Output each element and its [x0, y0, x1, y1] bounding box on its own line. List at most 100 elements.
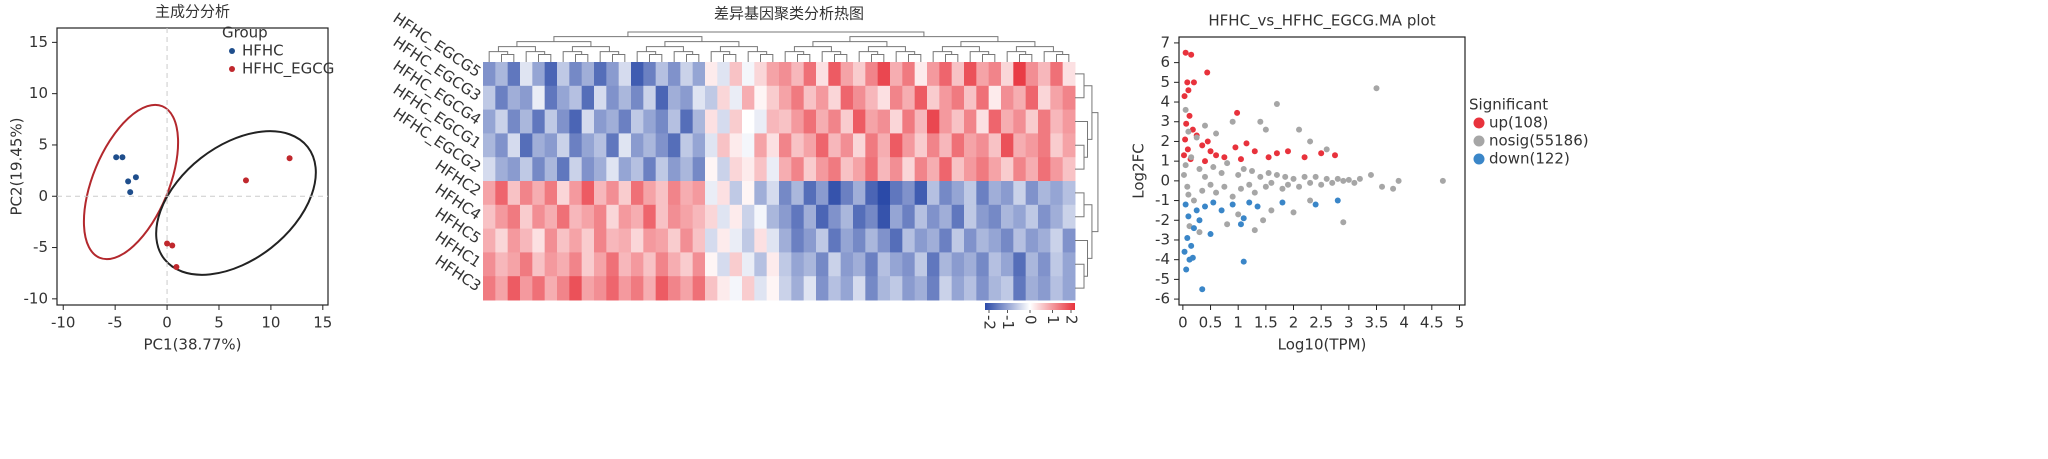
point — [1340, 219, 1347, 226]
heat-cell — [495, 157, 509, 182]
heat-cell — [754, 252, 768, 277]
x-tick-label: 2.5 — [1309, 314, 1333, 332]
heat-cell — [964, 62, 977, 87]
heat-cell — [717, 228, 731, 253]
point — [1182, 162, 1189, 169]
heat-cell — [976, 228, 990, 253]
dendrogram — [812, 41, 888, 47]
heat-cell — [668, 62, 681, 87]
heat-cell — [890, 133, 903, 158]
heat-cell — [914, 157, 928, 182]
heat-cell — [581, 157, 595, 182]
heat-cell — [1062, 181, 1076, 206]
heat-cell — [890, 109, 903, 134]
point — [1367, 171, 1374, 178]
heat-cell — [705, 62, 718, 87]
point — [1184, 146, 1191, 153]
heat-cell — [729, 133, 743, 158]
heat-cell — [655, 181, 669, 206]
heat-cell — [594, 157, 607, 182]
heat-cell — [606, 276, 620, 301]
plot-frame — [1178, 36, 1466, 306]
point — [173, 264, 180, 271]
dendrogram — [1019, 54, 1033, 62]
point — [1240, 258, 1247, 265]
heat-cell — [544, 228, 558, 253]
heat-cell — [717, 133, 731, 158]
heat-cell — [680, 276, 694, 301]
heat-cell — [581, 228, 595, 253]
heat-cell — [791, 228, 805, 253]
dendrogram — [867, 46, 906, 52]
heat-cell — [865, 228, 879, 253]
heat-cell — [532, 204, 546, 230]
heat-cell — [692, 276, 706, 301]
heat-cell — [1013, 276, 1027, 301]
heat-cell — [791, 85, 805, 111]
heat-cell — [976, 157, 990, 182]
point — [1307, 197, 1314, 204]
point — [1221, 183, 1228, 190]
heat-cell — [840, 181, 854, 206]
heat-cell — [483, 228, 496, 253]
point — [1188, 242, 1195, 249]
heat-cell — [902, 133, 916, 158]
legend-label: HFHC_EGCG — [242, 60, 334, 79]
heat-cell — [668, 157, 681, 182]
heat-cell — [914, 62, 928, 87]
heat-cell — [1038, 157, 1051, 182]
point — [1189, 254, 1196, 261]
heat-cell — [853, 181, 866, 206]
x-tick-label: 2 — [1289, 314, 1299, 332]
dendrogram — [858, 51, 879, 62]
y-axis-label: PC2(19.45%) — [8, 118, 26, 216]
point — [1229, 193, 1236, 200]
heat-cell — [655, 109, 669, 134]
y-tick-label: 4 — [1160, 93, 1170, 111]
legend-label: nosig(55186) — [1489, 132, 1589, 150]
heat-cell — [1013, 85, 1027, 111]
point — [1345, 176, 1352, 183]
heat-cell — [779, 181, 792, 206]
heat-cell — [668, 133, 681, 158]
heat-cell — [754, 133, 768, 158]
dendrogram — [664, 41, 740, 47]
heat-cell — [705, 228, 718, 253]
heat-cell — [803, 204, 817, 230]
heat-cell — [742, 62, 755, 87]
heat-cell — [840, 109, 854, 134]
heat-cell — [754, 157, 768, 182]
point — [1329, 179, 1336, 186]
dendrogram — [599, 51, 620, 62]
heat-cell — [717, 157, 731, 182]
heat-cell — [914, 204, 928, 230]
heat-cell — [902, 157, 916, 182]
dendrogram — [553, 36, 703, 42]
dendrogram — [1006, 51, 1027, 62]
heat-cell — [1025, 109, 1039, 134]
heat-cell — [766, 109, 780, 134]
point — [132, 174, 139, 181]
heat-cell — [791, 133, 805, 158]
heat-cell — [853, 133, 866, 158]
heat-cell — [1013, 181, 1027, 206]
dendrogram — [793, 46, 832, 52]
heat-cell — [557, 85, 570, 111]
chart-title: HFHC_vs_HFHC_EGCG.MA plot — [1208, 12, 1435, 31]
heat-cell — [902, 228, 916, 253]
point — [1213, 130, 1220, 137]
heat-cell — [1025, 204, 1039, 230]
heat-cell — [951, 181, 965, 206]
point — [1439, 177, 1446, 184]
heat-cell — [939, 276, 953, 301]
heat-cell — [803, 252, 817, 277]
heat-cell — [766, 133, 780, 158]
dendrogram — [945, 54, 959, 62]
heat-cell — [779, 109, 792, 134]
heat-cell — [939, 133, 953, 158]
heat-cell — [877, 133, 891, 158]
heat-cell — [680, 228, 694, 253]
heat-cell — [914, 181, 928, 206]
heat-cell — [890, 181, 903, 206]
heat-cell — [816, 228, 829, 253]
